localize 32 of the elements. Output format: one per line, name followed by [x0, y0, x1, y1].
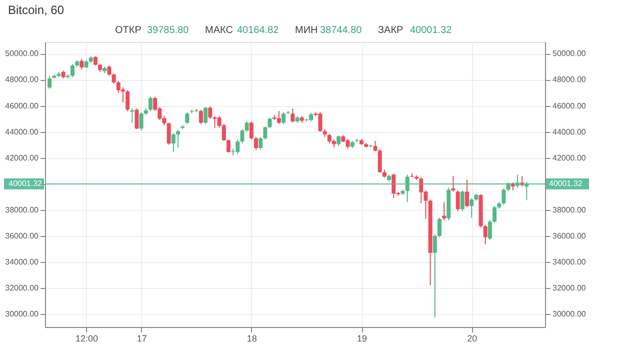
x-tick-label: 12:00	[76, 334, 98, 344]
y2-tick-label: 48000.00	[552, 75, 586, 84]
y-tick-label: 30000.00	[5, 309, 40, 318]
y2-tick-label: 44000.00	[552, 127, 586, 136]
text: ЗАКР 40001.32	[378, 25, 452, 36]
y-tick-label: 44000.00	[5, 127, 40, 136]
y-tick-label: 36000.00	[5, 231, 40, 240]
text: МАКС 40164.82	[205, 25, 280, 36]
x-tick-label: 19	[357, 334, 368, 344]
chart-title: Bitcoin, 60	[8, 3, 64, 17]
ref-line-label: 40001.32	[8, 178, 43, 188]
text: 40001.32	[549, 178, 582, 188]
x-tick-label: 20	[467, 334, 478, 344]
y-tick-label: 46000.00	[5, 101, 40, 110]
x-tick-label: 18	[246, 334, 257, 344]
y2-tick-label: 36000.00	[552, 231, 586, 240]
y-tick-label: 32000.00	[5, 283, 40, 292]
y-tick-label: 50000.00	[5, 49, 40, 58]
y2-tick-label: 50000.00	[552, 49, 586, 58]
y-tick-label: 42000.00	[5, 153, 40, 162]
y2-tick-label: 38000.00	[552, 205, 586, 214]
text: МИН 38744.80	[295, 25, 362, 36]
y2-tick-label: 42000.00	[552, 153, 586, 162]
y2-tick-label: 32000.00	[552, 283, 586, 292]
y2-tick-label: 46000.00	[552, 101, 586, 110]
x-tick-label: 17	[136, 334, 147, 344]
y2-tick-label: 30000.00	[552, 309, 586, 318]
y-tick-label: 38000.00	[5, 205, 40, 214]
y-tick-label: 48000.00	[5, 75, 40, 84]
text: ОТКР 39785.80	[115, 25, 190, 36]
y-tick-label: 34000.00	[5, 257, 40, 266]
y2-tick-label: 34000.00	[552, 257, 586, 266]
